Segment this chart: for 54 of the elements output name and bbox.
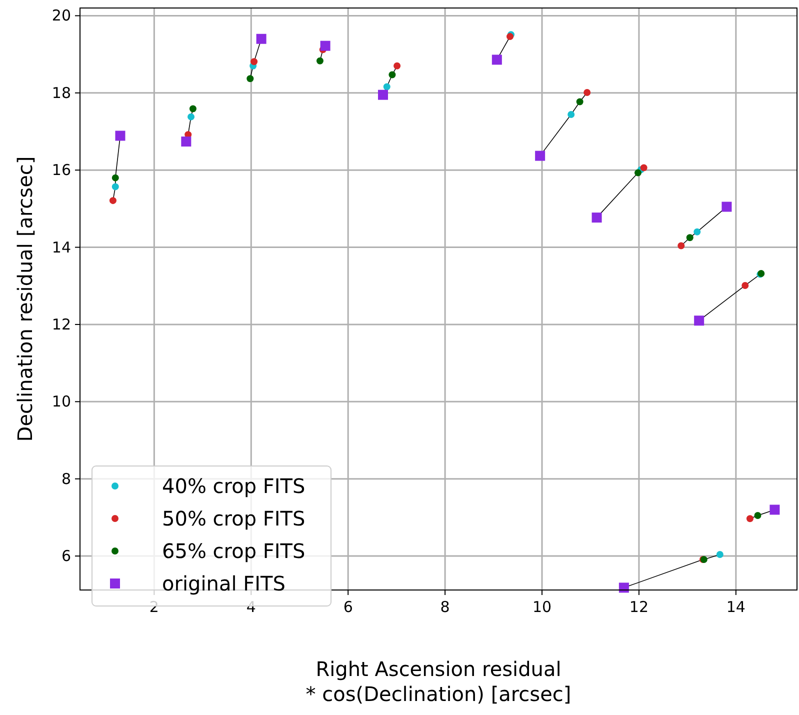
point [188, 113, 195, 120]
x-tick-label: 8 [440, 598, 450, 616]
point [742, 282, 749, 289]
point [722, 202, 732, 212]
point [109, 197, 116, 204]
point [746, 515, 754, 522]
point [394, 62, 401, 70]
x-axis-title: Right Ascension residual * cos(Declination) [arcsec] [306, 657, 572, 706]
point [576, 98, 584, 106]
y-tick-label: 14 [52, 238, 71, 256]
point [316, 57, 324, 64]
point [250, 58, 258, 66]
y-tick-label: 20 [52, 6, 71, 25]
point [592, 212, 602, 223]
point [112, 183, 119, 190]
point [678, 242, 685, 250]
point [378, 90, 388, 100]
point [716, 550, 724, 558]
point [770, 504, 780, 515]
legend-label: 65% crop FITS [162, 539, 306, 563]
point [112, 174, 119, 182]
point [754, 512, 762, 520]
point [115, 130, 126, 141]
point [383, 83, 390, 90]
point [535, 150, 546, 161]
x-tick-label: 12 [629, 598, 649, 616]
y-tick-label: 6 [61, 547, 71, 566]
point [634, 169, 642, 176]
point [246, 75, 254, 82]
y-tick-label: 16 [52, 161, 71, 180]
point [256, 34, 266, 44]
point [686, 234, 694, 242]
y-tick-label: 8 [61, 470, 71, 488]
legend-label: 50% crop FITS [162, 506, 306, 530]
y-tick-label: 18 [52, 84, 71, 102]
point [584, 89, 591, 96]
point [189, 105, 196, 112]
legend-label: original FITS [162, 572, 286, 596]
point [618, 582, 629, 593]
x-tick-label: 6 [343, 598, 353, 616]
point [640, 164, 648, 172]
point [694, 316, 704, 326]
point [320, 40, 330, 51]
y-tick-label: 12 [52, 315, 71, 334]
legend-label: 40% crop FITS [162, 474, 306, 498]
y-tick-label: 10 [52, 392, 71, 411]
point [388, 71, 396, 78]
x-tick-label: 14 [726, 598, 746, 616]
y-axis-title: Declination residual [arcsec] [13, 156, 37, 442]
point [181, 136, 192, 147]
point [694, 228, 701, 236]
point [568, 111, 575, 118]
x-tick-label: 10 [532, 598, 552, 616]
point [492, 54, 502, 65]
